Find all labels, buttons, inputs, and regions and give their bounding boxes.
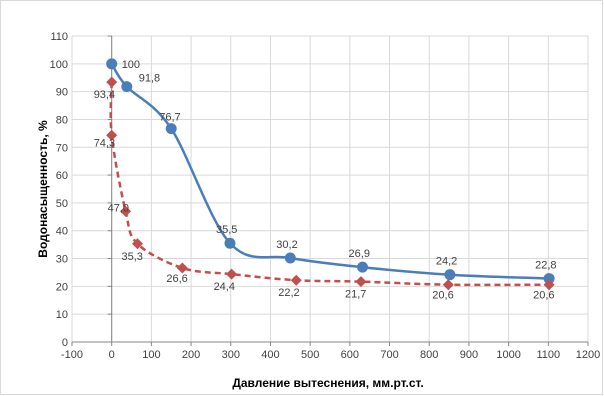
series-2-point bbox=[106, 76, 118, 88]
series-1-data-label: 30,2 bbox=[276, 239, 297, 251]
series-2-point bbox=[355, 276, 367, 288]
series-2-point bbox=[226, 268, 238, 280]
y-tick-label: 110 bbox=[50, 31, 68, 43]
series-2-data-label: 22,2 bbox=[278, 287, 299, 299]
series-1-data-label: 91,8 bbox=[139, 73, 160, 85]
y-tick-label: 0 bbox=[62, 337, 68, 349]
series-2-data-label: 35,3 bbox=[121, 251, 142, 263]
series-1-point bbox=[224, 237, 236, 249]
series-2-point bbox=[290, 274, 302, 286]
y-tick-label: 70 bbox=[56, 142, 68, 154]
series-2-point bbox=[442, 279, 454, 291]
y-tick-label: 100 bbox=[50, 59, 68, 71]
series-2-line bbox=[109, 82, 550, 287]
series-2-data-label: 47,0 bbox=[108, 202, 129, 214]
series-2-point bbox=[543, 279, 555, 291]
x-tick-label: 1100 bbox=[536, 349, 560, 361]
x-tick-label: 0 bbox=[109, 349, 115, 361]
y-tick-label: 60 bbox=[56, 170, 68, 182]
x-tick-label: 700 bbox=[380, 349, 398, 361]
series-2-data-label: 74,3 bbox=[94, 137, 115, 149]
x-tick-label: 500 bbox=[301, 349, 319, 361]
x-tick-label: -100 bbox=[61, 349, 83, 361]
series-2-data-label: 93,4 bbox=[94, 89, 115, 101]
series-2-data-label: 26,6 bbox=[166, 273, 187, 285]
series-1-line bbox=[110, 63, 550, 280]
x-tick-label: 1000 bbox=[496, 349, 520, 361]
y-tick-label: 90 bbox=[56, 87, 68, 99]
series-2-point bbox=[106, 129, 118, 141]
x-tick-label: 600 bbox=[341, 349, 359, 361]
y-tick-label: 80 bbox=[56, 114, 68, 126]
y-axis-title: Водонасыщенность, % bbox=[36, 120, 50, 258]
y-tick-label: 10 bbox=[56, 309, 68, 321]
series-1-point bbox=[165, 123, 177, 135]
series-2-point bbox=[120, 205, 132, 217]
series-1-point bbox=[284, 252, 296, 264]
series-1-point bbox=[444, 269, 456, 281]
series-1-data-label: 35,5 bbox=[216, 224, 237, 236]
series-2-data-label: 21,7 bbox=[345, 289, 366, 301]
series-2-data-label: 20,6 bbox=[533, 290, 554, 302]
x-tick-label: 800 bbox=[420, 349, 438, 361]
x-tick-label: 900 bbox=[460, 349, 478, 361]
series-2-data-label: 20,6 bbox=[432, 290, 453, 302]
series-2-point bbox=[131, 238, 143, 250]
y-tick-label: 30 bbox=[56, 254, 68, 266]
x-tick-label: 300 bbox=[222, 349, 240, 361]
series-1-point bbox=[357, 261, 369, 273]
y-tick-label: 40 bbox=[56, 226, 68, 238]
y-tick-label: 20 bbox=[56, 281, 68, 293]
series-1-point bbox=[121, 81, 133, 93]
series-1-data-label: 22,8 bbox=[535, 260, 556, 272]
series-2-data-label: 24,4 bbox=[214, 281, 235, 293]
y-tick-label: 50 bbox=[56, 198, 68, 210]
series-1-data-label: 100 bbox=[122, 59, 140, 71]
series-1-data-label: 24,2 bbox=[436, 256, 457, 268]
x-axis-title: Давление вытеснения, мм.рт.ст. bbox=[232, 376, 423, 390]
series-1-data-label: 26,9 bbox=[349, 248, 370, 260]
x-tick-label: 100 bbox=[142, 349, 160, 361]
series-2-point bbox=[176, 262, 188, 274]
series-1-point bbox=[106, 58, 118, 70]
x-tick-label: 1200 bbox=[576, 349, 600, 361]
series-1-data-label: 76,7 bbox=[159, 112, 180, 124]
x-tick-label: 400 bbox=[261, 349, 279, 361]
x-tick-label: 200 bbox=[182, 349, 200, 361]
